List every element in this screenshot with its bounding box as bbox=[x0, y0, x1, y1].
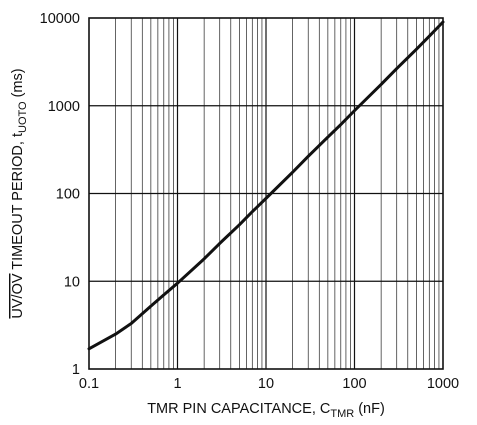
y-tick-label: 1 bbox=[72, 362, 80, 378]
x-axis-title-subscript: TMR bbox=[330, 408, 354, 420]
x-tick-label: 10 bbox=[258, 376, 274, 392]
y-axis-title-main: TIMEOUT PERIOD, t bbox=[10, 133, 26, 273]
y-tick-label: 10000 bbox=[40, 11, 80, 27]
y-axis-title-unit: (ms) bbox=[10, 68, 26, 101]
y-tick-label: 100 bbox=[56, 187, 80, 203]
x-tick-label: 100 bbox=[342, 376, 366, 392]
series-line bbox=[87, 20, 445, 351]
y-tick-labels: 1 10 100 1000 10000 bbox=[40, 11, 80, 378]
curve-layer bbox=[87, 20, 445, 351]
x-tick-labels: 0.1 1 10 100 1000 bbox=[79, 376, 459, 392]
y-axis-title-overline: UV/OV bbox=[10, 273, 26, 318]
x-tick-label: 0.1 bbox=[79, 376, 99, 392]
y-tick-label: 10 bbox=[64, 274, 80, 290]
x-axis-title: TMR PIN CAPACITANCE, CTMR (nF) bbox=[147, 401, 385, 420]
y-axis-title: UV/OV TIMEOUT PERIOD, tUOTO (ms) bbox=[10, 68, 29, 318]
y-tick-label: 1000 bbox=[48, 99, 80, 115]
x-axis-title-main: TMR PIN CAPACITANCE, C bbox=[147, 401, 330, 417]
y-axis-title-subscript: UOTO bbox=[17, 101, 29, 133]
x-tick-label: 1000 bbox=[427, 376, 459, 392]
x-axis-title-unit: (nF) bbox=[354, 401, 385, 417]
grid bbox=[89, 18, 443, 369]
plot-frame bbox=[88, 17, 444, 370]
x-tick-label: 1 bbox=[173, 376, 181, 392]
